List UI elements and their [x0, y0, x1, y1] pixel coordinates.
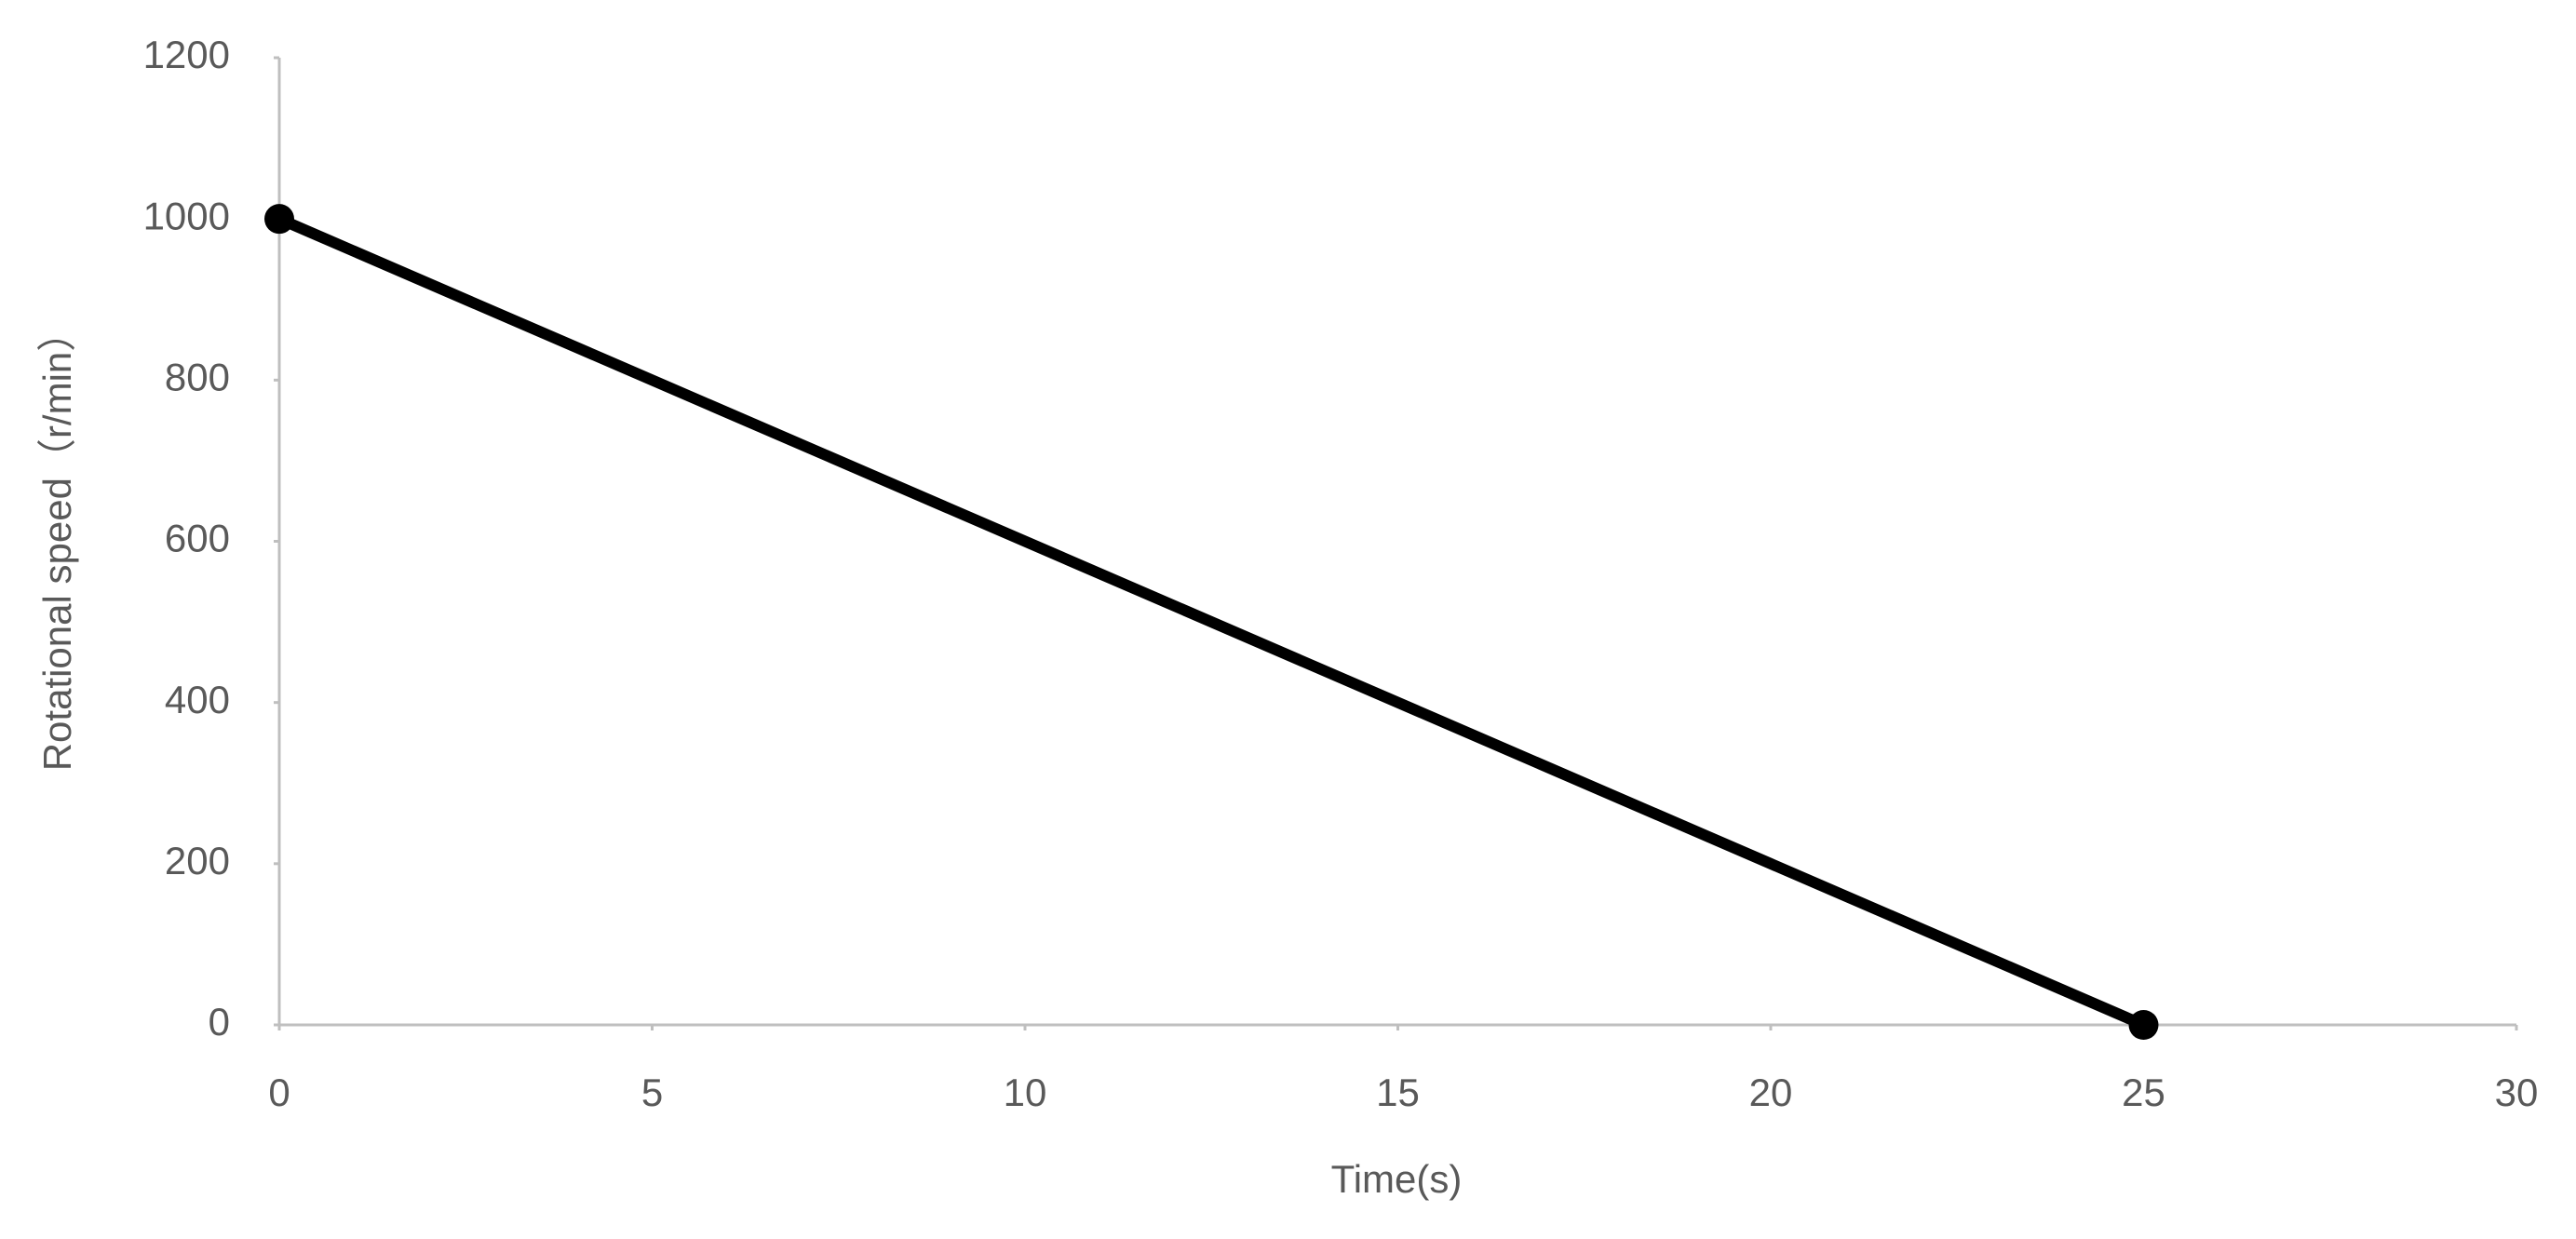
y-tick-label: 1200 — [143, 33, 230, 76]
y-tick-label: 400 — [165, 678, 230, 721]
x-tick-label: 30 — [2495, 1071, 2539, 1114]
x-tick-label: 0 — [268, 1071, 290, 1114]
data-line — [274, 213, 2150, 1030]
x-tick-label: 20 — [1749, 1071, 1793, 1114]
x-tick-label: 15 — [1376, 1071, 1420, 1114]
x-tick-label: 25 — [2122, 1071, 2165, 1114]
y-axis-title: Rotational speed（r/min） — [35, 313, 79, 772]
data-point — [264, 204, 294, 235]
x-tick-label: 5 — [641, 1071, 663, 1114]
y-tick-label: 200 — [165, 839, 230, 882]
y-tick-label: 0 — [209, 1000, 230, 1044]
y-tick-label: 1000 — [143, 194, 230, 237]
y-tick-label: 600 — [165, 517, 230, 560]
x-axis-title: Time(s) — [1331, 1157, 1463, 1201]
x-tick-label: 10 — [1004, 1071, 1047, 1114]
y-tick-label: 800 — [165, 355, 230, 398]
data-point — [2128, 1010, 2159, 1040]
